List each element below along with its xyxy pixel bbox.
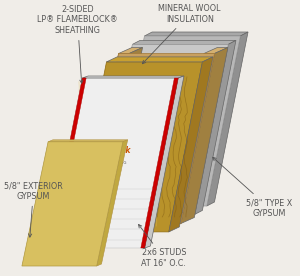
Polygon shape xyxy=(99,44,228,214)
Polygon shape xyxy=(170,54,214,224)
Polygon shape xyxy=(207,32,248,206)
Polygon shape xyxy=(145,76,184,248)
Polygon shape xyxy=(116,54,214,64)
Polygon shape xyxy=(49,78,178,248)
Polygon shape xyxy=(49,78,86,248)
Polygon shape xyxy=(22,142,123,266)
Text: 2-SIDED
LP® FLAMEBLOCK®
SHEATHING: 2-SIDED LP® FLAMEBLOCK® SHEATHING xyxy=(37,5,118,83)
Text: 5/8" TYPE X
GYPSUM: 5/8" TYPE X GYPSUM xyxy=(213,157,292,218)
Polygon shape xyxy=(145,32,248,36)
Text: 2x6 STUDS
AT 16" O.C.: 2x6 STUDS AT 16" O.C. xyxy=(139,224,186,268)
Text: LP: LP xyxy=(85,148,94,154)
Polygon shape xyxy=(118,47,142,54)
Text: ——————————: —————————— xyxy=(82,156,124,160)
Polygon shape xyxy=(132,40,236,44)
Polygon shape xyxy=(141,78,178,248)
Polygon shape xyxy=(169,57,213,232)
Text: 5/8" EXTERIOR
GYPSUM: 5/8" EXTERIOR GYPSUM xyxy=(4,181,63,237)
Polygon shape xyxy=(96,47,142,224)
Text: MINERAL WOOL
INSULATION: MINERAL WOOL INSULATION xyxy=(142,4,221,64)
Polygon shape xyxy=(82,76,184,78)
Polygon shape xyxy=(204,47,228,54)
Polygon shape xyxy=(85,213,183,224)
Polygon shape xyxy=(73,62,202,232)
Polygon shape xyxy=(48,140,128,142)
Polygon shape xyxy=(195,40,236,214)
Polygon shape xyxy=(181,47,228,224)
Polygon shape xyxy=(111,36,240,206)
Polygon shape xyxy=(106,57,213,62)
Text: FlameBlock: FlameBlock xyxy=(82,146,132,155)
Polygon shape xyxy=(97,140,128,266)
Polygon shape xyxy=(85,54,129,224)
Text: FIRE-RATED SHEATHING: FIRE-RATED SHEATHING xyxy=(80,161,126,164)
